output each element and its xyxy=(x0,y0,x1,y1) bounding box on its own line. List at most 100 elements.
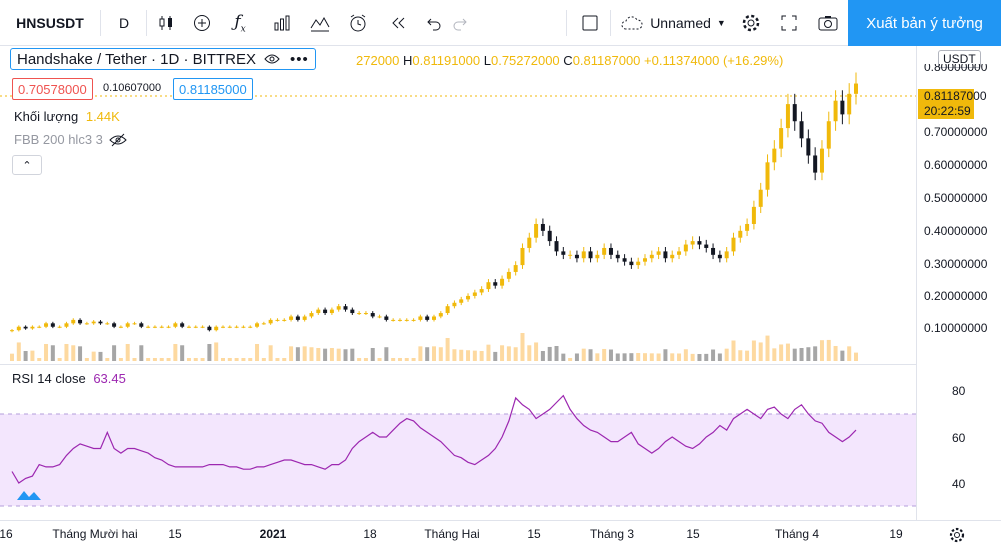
candle-body xyxy=(309,313,314,317)
line-chart-icon xyxy=(310,16,330,32)
volume-bar xyxy=(595,353,600,361)
candle-body xyxy=(547,230,552,242)
candle-body xyxy=(833,100,838,122)
candle-body xyxy=(186,326,191,328)
financials-button[interactable] xyxy=(302,0,338,46)
price-axis[interactable] xyxy=(916,46,1001,520)
candle-body xyxy=(132,323,137,325)
templates-button[interactable] xyxy=(264,0,300,46)
undo-button[interactable] xyxy=(415,0,451,46)
sell-price-box[interactable]: 0.70578000 xyxy=(12,78,93,100)
eye-icon[interactable] xyxy=(264,53,280,65)
fullscreen-button[interactable] xyxy=(771,0,807,46)
indicators-button[interactable]: ƒx xyxy=(222,0,258,46)
candle-body xyxy=(261,323,266,325)
volume-bar xyxy=(425,347,430,361)
candle-body xyxy=(316,309,321,314)
volume-bar xyxy=(23,351,28,361)
candle-body xyxy=(670,254,675,259)
candle-body xyxy=(404,319,409,321)
rsi-legend[interactable]: RSI 14 close 63.45 xyxy=(12,371,126,386)
candle-body xyxy=(608,247,613,255)
volume-bar xyxy=(500,345,505,361)
candle-style-button[interactable] xyxy=(148,0,184,46)
candle-body xyxy=(125,323,130,327)
price-chart[interactable] xyxy=(0,46,916,520)
rsi-tick: 80 xyxy=(952,384,966,398)
candle-body xyxy=(806,138,811,156)
layout-save-button[interactable]: Unnamed ▼ xyxy=(614,0,732,46)
volume-bar xyxy=(37,358,42,361)
time-tick: 15 xyxy=(527,527,541,541)
currency-button[interactable]: USDT xyxy=(938,50,981,68)
candle-body xyxy=(785,104,790,129)
volume-bar xyxy=(152,358,157,361)
candle-body xyxy=(643,258,647,262)
volume-bar xyxy=(302,346,307,361)
candle-body xyxy=(663,251,668,259)
bid-price: 0.70578000 xyxy=(18,81,87,97)
candle-body xyxy=(241,326,246,328)
toolbar-divider xyxy=(610,10,611,36)
volume-bar xyxy=(656,353,661,361)
buy-price-box[interactable]: 0.81185000 xyxy=(173,78,253,100)
screenshot-button[interactable] xyxy=(810,0,846,46)
volume-bar xyxy=(466,350,471,361)
volume-bar xyxy=(697,354,702,361)
eye-off-icon[interactable] xyxy=(109,133,127,147)
gear-icon xyxy=(742,14,760,32)
volume-bar xyxy=(221,358,225,361)
volume-bar xyxy=(663,349,668,361)
volume-bar xyxy=(404,358,409,361)
volume-value: 1.44K xyxy=(85,109,120,124)
candle-body xyxy=(765,162,770,190)
volume-legend[interactable]: Khối lượng 1.44K xyxy=(14,109,120,124)
candle-body xyxy=(527,237,532,248)
candle-body xyxy=(745,223,750,231)
gear-icon[interactable] xyxy=(948,526,966,544)
volume-bar xyxy=(118,358,123,361)
price-tick: 0.10000000 xyxy=(924,321,988,335)
symbol-search-button[interactable]: HNSUSDT xyxy=(0,0,100,46)
volume-bar xyxy=(78,346,83,361)
volume-bar xyxy=(234,358,239,361)
settings-button[interactable] xyxy=(733,0,769,46)
candle-body xyxy=(146,326,151,328)
volume-bar xyxy=(411,358,416,361)
volume-bar xyxy=(826,339,831,361)
ohlc-readout: 272000 H0.81191000 L0.75272000 C0.811870… xyxy=(356,53,783,68)
interval-button[interactable]: D xyxy=(106,0,142,46)
volume-bar xyxy=(255,344,260,361)
candle-body xyxy=(615,254,620,259)
volume-bar xyxy=(833,346,838,361)
volume-bar xyxy=(534,342,539,361)
volume-bar xyxy=(785,343,790,361)
candle-body xyxy=(37,326,42,328)
volume-bar xyxy=(602,348,607,361)
candle-body xyxy=(227,326,232,328)
alert-button[interactable] xyxy=(340,0,376,46)
high-label: H xyxy=(403,53,413,68)
candle-body xyxy=(459,299,464,303)
redo-button[interactable] xyxy=(443,0,479,46)
symbol-title-box[interactable]: Handshake / Tether · 1D · BITTREX ••• xyxy=(10,48,316,70)
candle-body xyxy=(50,323,55,327)
more-icon[interactable]: ••• xyxy=(289,50,309,68)
volume-bar xyxy=(643,353,647,361)
candle-body xyxy=(574,254,579,259)
replay-button[interactable] xyxy=(380,0,416,46)
fullscreen-toggle-button[interactable] xyxy=(572,0,608,46)
compare-button[interactable] xyxy=(184,0,220,46)
pane-divider[interactable] xyxy=(0,364,916,365)
volume-bar xyxy=(452,349,457,361)
candle-body xyxy=(629,261,634,266)
volume-bar xyxy=(588,349,593,361)
candle-body xyxy=(595,254,600,259)
volume-bar xyxy=(547,346,552,361)
volume-bar xyxy=(574,353,579,361)
collapse-legend-button[interactable]: ⌃ xyxy=(12,155,42,175)
fbb-legend[interactable]: FBB 200 hlc3 3 xyxy=(14,132,127,147)
candle-body xyxy=(649,254,654,259)
time-axis[interactable] xyxy=(0,520,1001,555)
publish-idea-button[interactable]: Xuất bản ý tưởng xyxy=(848,0,1001,46)
